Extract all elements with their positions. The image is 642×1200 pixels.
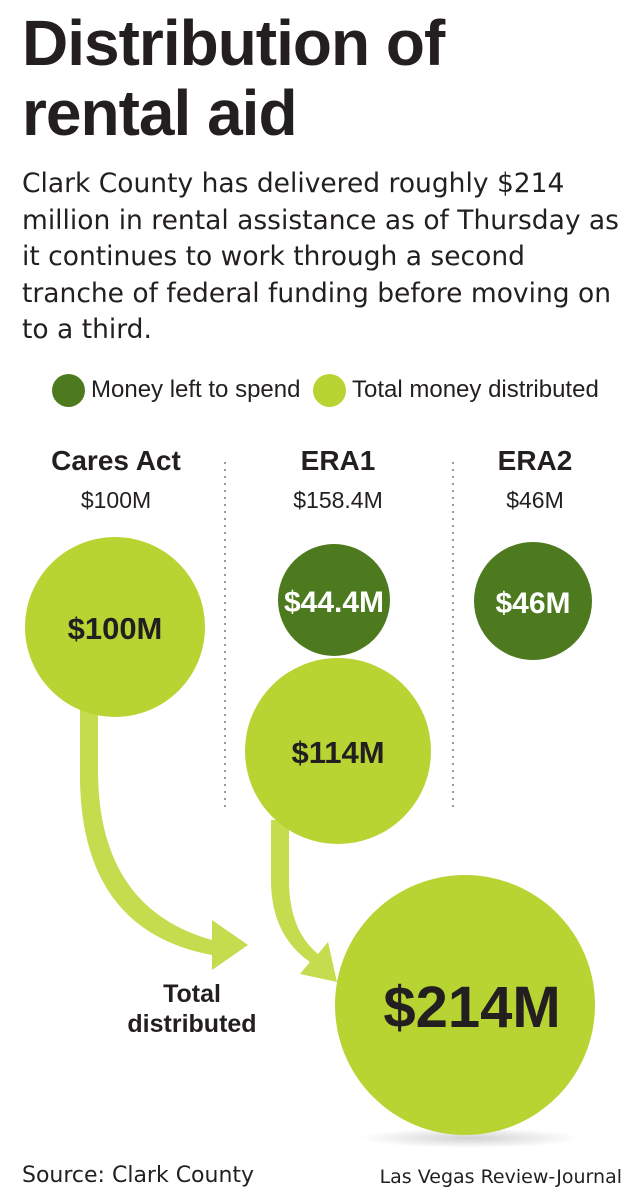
bubble-label-era1-distributed: $114M xyxy=(291,735,384,770)
chart-title: Distribution of rental aid xyxy=(22,7,445,149)
bubble-cares-act-distributed xyxy=(25,537,205,717)
publisher-credit: Las Vegas Review-Journal xyxy=(379,1166,622,1188)
chart-subtitle: Clark County has delivered roughly $214 … xyxy=(22,168,619,345)
bubble-chart: Cares Act $100M ERA1 $158.4M ERA2 $46M $… xyxy=(25,445,595,1148)
bubble-label-era1-left: $44.4M xyxy=(284,586,384,619)
legend-swatch-left-to-spend xyxy=(52,373,85,407)
group-name-era1: ERA1 xyxy=(301,445,376,476)
group-total-era1: $158.4M xyxy=(293,487,383,513)
bubble-total-distributed xyxy=(335,875,595,1135)
total-label-line1: Total xyxy=(163,980,221,1008)
arrow-cares-to-total xyxy=(79,695,248,970)
legend-label-left-to-spend: Money left to spend xyxy=(91,376,301,403)
bubble-label-era2-left: $46M xyxy=(495,587,570,620)
group-name-era2: ERA2 xyxy=(498,445,573,476)
legend-label-distributed: Total money distributed xyxy=(352,376,599,403)
source-note: Source: Clark County xyxy=(22,1163,255,1188)
legend-item-distributed: Total money distributed xyxy=(313,372,599,408)
legend-swatch-distributed xyxy=(313,373,346,407)
bubble-era1-left-to-spend xyxy=(278,544,390,656)
total-bubble-shadow xyxy=(360,1128,580,1148)
arrow-era1-to-total xyxy=(271,820,337,982)
bubble-era2-left-to-spend xyxy=(474,542,592,660)
group-total-era2: $46M xyxy=(506,487,564,513)
legend-item-left-to-spend: Money left to spend xyxy=(52,372,300,408)
bubble-era1-distributed xyxy=(245,658,431,844)
bubble-label-total: $214M xyxy=(383,975,560,1040)
group-total-cares-act: $100M xyxy=(81,487,151,513)
total-label-line2: distributed xyxy=(127,1010,256,1038)
bubble-label-cares-act: $100M xyxy=(68,611,163,646)
group-name-cares-act: Cares Act xyxy=(51,445,181,476)
